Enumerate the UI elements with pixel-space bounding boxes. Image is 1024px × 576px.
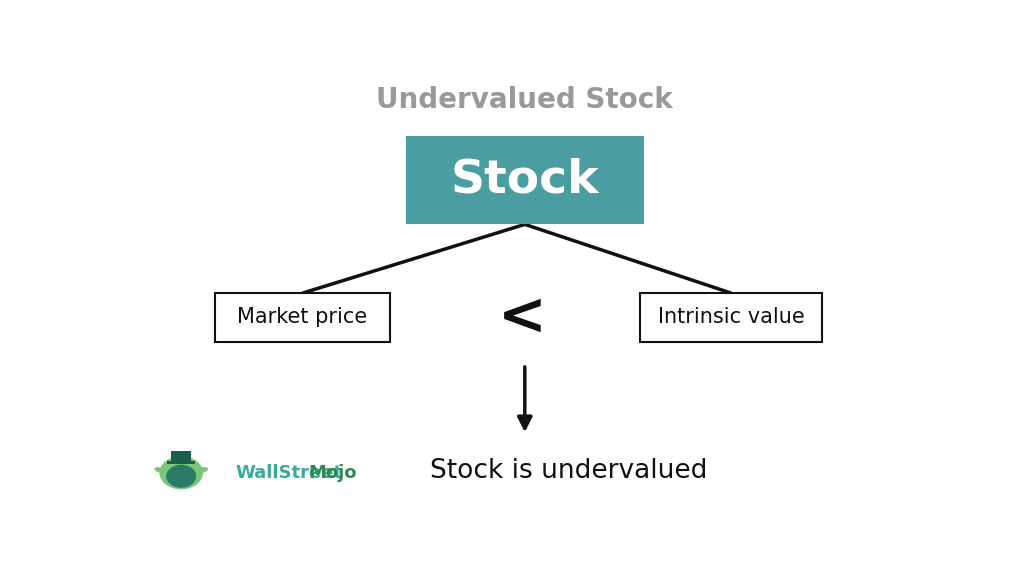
Ellipse shape [160, 456, 203, 490]
Bar [167, 461, 196, 464]
Bar [640, 293, 822, 342]
Text: WallStreet: WallStreet [236, 464, 342, 482]
Ellipse shape [155, 467, 170, 474]
Text: <: < [498, 289, 547, 346]
Text: Stock is undervalued: Stock is undervalued [430, 457, 708, 483]
Bar [406, 135, 644, 224]
Text: Intrinsic value: Intrinsic value [657, 308, 805, 328]
Bar [215, 293, 390, 342]
Bar [171, 450, 191, 463]
Text: Market price: Market price [238, 308, 368, 328]
Text: Stock: Stock [451, 157, 599, 203]
Text: Mojo: Mojo [308, 464, 356, 482]
Ellipse shape [193, 467, 208, 474]
Ellipse shape [166, 465, 197, 488]
Text: Undervalued Stock: Undervalued Stock [377, 86, 673, 114]
